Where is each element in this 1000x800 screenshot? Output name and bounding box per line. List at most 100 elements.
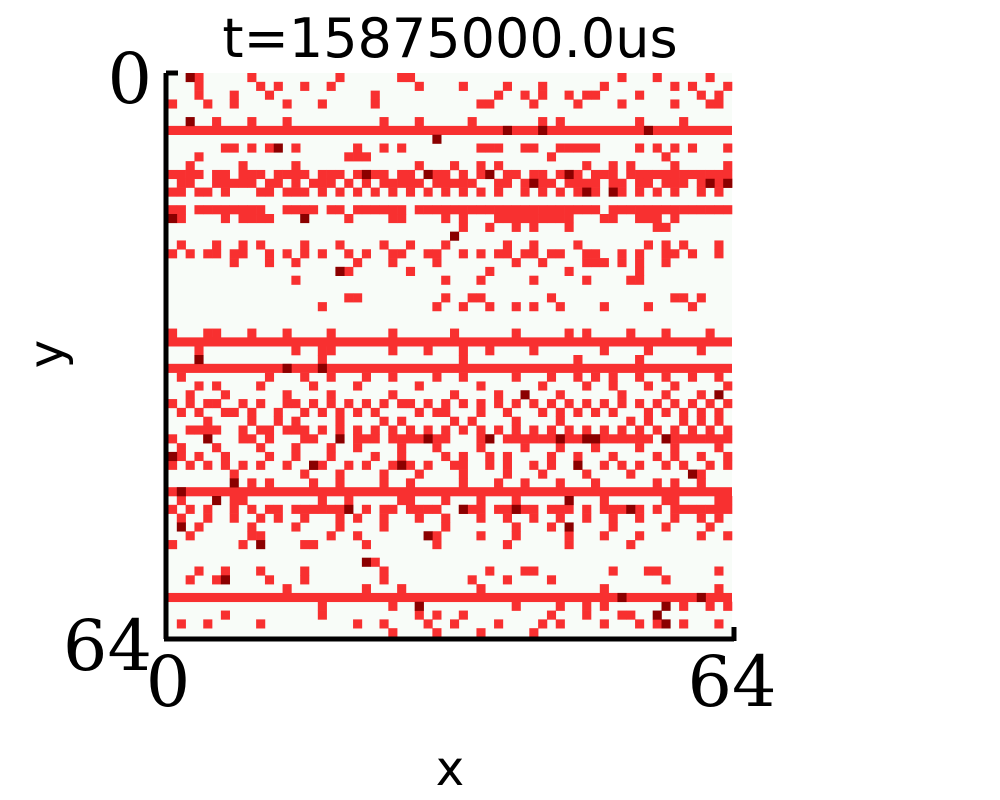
event-cell (617, 178, 627, 188)
event-cell (194, 187, 204, 197)
dense-event-cell (573, 460, 583, 470)
event-cell (458, 460, 468, 470)
event-cell (397, 399, 407, 409)
dense-event-cell (529, 178, 539, 188)
event-cell (344, 399, 354, 409)
event-cell (168, 99, 178, 109)
event-cell (635, 443, 645, 453)
event-cell (635, 372, 645, 382)
event-cell (582, 249, 592, 259)
dense-event-cell (229, 478, 239, 488)
event-cell (317, 407, 327, 417)
event-cell (502, 451, 512, 462)
event-cell (617, 425, 627, 435)
event-cell (494, 399, 504, 409)
event-cell (432, 610, 442, 620)
event-cell (635, 187, 645, 197)
event-cell (405, 478, 416, 488)
event-cell (591, 143, 601, 153)
dense-event-cell (203, 434, 213, 444)
event-cell (652, 504, 662, 514)
event-cell (635, 434, 645, 444)
event-cell (687, 143, 698, 153)
event-cell (599, 399, 609, 409)
event-cell (679, 504, 689, 514)
event-cell (564, 504, 574, 514)
event-cell (705, 399, 715, 409)
event-cell (643, 346, 653, 356)
event-cell (582, 275, 592, 285)
event-cell (485, 222, 495, 232)
x-tick-label-right: 64 (687, 641, 776, 723)
event-cell (458, 399, 468, 409)
event-cell (494, 143, 504, 153)
event-cell (696, 169, 706, 180)
event-cell (538, 90, 548, 100)
event-cell (635, 275, 645, 285)
event-cell (723, 425, 733, 435)
event-cell (485, 99, 495, 109)
event-cell (696, 346, 706, 356)
event-cell (705, 460, 715, 470)
event-cell (212, 575, 222, 585)
event-cell (687, 302, 698, 312)
event-cell (626, 169, 636, 180)
event-cell (599, 258, 609, 268)
event-cell (388, 601, 398, 611)
event-cell (353, 443, 363, 453)
event-cell (238, 169, 248, 180)
event-cell (441, 169, 451, 180)
dense-event-cell (661, 619, 671, 629)
event-cell (546, 214, 557, 224)
event-cell (679, 178, 689, 188)
event-cell (643, 205, 653, 215)
event-cell (335, 187, 345, 197)
event-cell (705, 169, 715, 180)
event-cell (229, 469, 239, 479)
event-cell (450, 416, 460, 426)
event-cell (317, 249, 327, 259)
event-cell (670, 143, 680, 153)
event-cell (405, 425, 416, 435)
event-cell (397, 205, 407, 215)
event-cell (679, 205, 689, 215)
event-cell (476, 425, 486, 435)
event-cell (335, 73, 345, 83)
event-cell (423, 187, 433, 197)
event-cell (617, 249, 627, 259)
event-cell (300, 240, 310, 250)
event-cell (229, 496, 239, 506)
event-cell (494, 205, 504, 215)
event-cell (238, 205, 248, 215)
event-cell (432, 205, 442, 215)
event-cell (264, 478, 275, 488)
event-cell (317, 302, 327, 312)
event-cell (643, 407, 653, 417)
event-cell (687, 81, 698, 91)
event-cell (529, 143, 539, 153)
dense-event-cell (432, 134, 442, 144)
event-cell (441, 178, 451, 188)
event-cell (238, 434, 248, 444)
event-cell (467, 575, 477, 585)
event-cell (626, 434, 636, 444)
event-cell (502, 407, 512, 417)
event-cell (441, 240, 451, 250)
event-cell (176, 496, 186, 506)
event-cell (344, 266, 354, 276)
event-cell (555, 117, 565, 127)
event-cell (467, 293, 477, 303)
event-cell (238, 460, 248, 470)
event-cell (670, 205, 680, 215)
event-cell (212, 117, 222, 127)
event-cell (714, 90, 724, 100)
event-cell (723, 434, 733, 444)
event-cell (291, 425, 301, 435)
event-cell (291, 161, 301, 171)
event-cell (370, 205, 380, 215)
event-cell (582, 469, 592, 479)
event-cell (617, 205, 627, 215)
event-cell (696, 390, 706, 400)
event-cell (300, 407, 310, 417)
dense-event-cell (256, 540, 266, 550)
